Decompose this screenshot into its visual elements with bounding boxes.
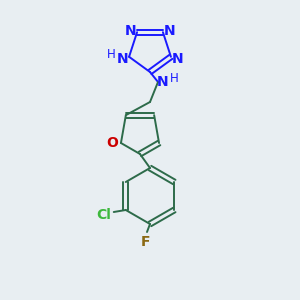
Text: N: N [116,52,128,66]
Text: Cl: Cl [96,208,111,222]
Text: H: H [169,71,178,85]
Text: F: F [140,235,150,249]
Text: H: H [107,48,116,61]
Text: N: N [172,52,184,66]
Text: N: N [124,24,136,38]
Text: O: O [106,136,118,150]
Text: N: N [157,75,169,89]
Text: N: N [164,24,176,38]
